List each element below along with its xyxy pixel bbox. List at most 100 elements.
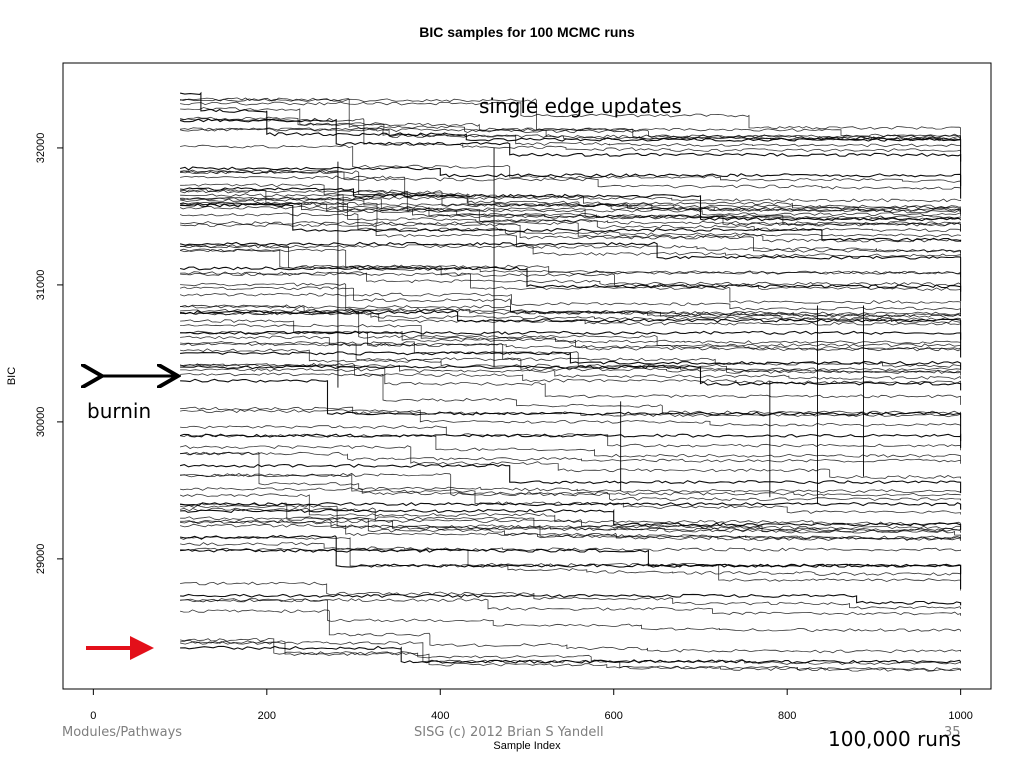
mcmc-run-trace [180, 170, 961, 190]
mcmc-run-trace [180, 202, 961, 222]
mcmc-run-trace [179, 170, 961, 209]
mcmc-run-trace [180, 116, 961, 139]
mcmc-run-trace [179, 433, 962, 448]
mcmc-run-trace [180, 98, 961, 140]
mcmc-run-trace [180, 451, 961, 464]
mcmc-run-trace [180, 372, 961, 415]
y-tick-label: 30000 [35, 407, 47, 438]
mcmc-run-trace [180, 640, 961, 671]
mcmc-run-trace [180, 144, 961, 183]
x-tick-label: 800 [778, 710, 796, 722]
annotation-runs: 100,000 runs [828, 727, 962, 751]
mcmc-run-trace [180, 516, 961, 530]
mcmc-run-trace [180, 175, 961, 215]
x-tick-label: 400 [431, 710, 449, 722]
mcmc-run-trace [180, 598, 961, 616]
y-axis-ticks: 29000 30000 31000 32000 [35, 133, 63, 575]
mcmc-run-trace [180, 282, 961, 318]
mcmc-run-trace [180, 351, 962, 370]
mcmc-run-trace [180, 128, 961, 142]
chart-title: BIC samples for 100 MCMC runs [419, 24, 635, 40]
mcmc-run-trace [180, 319, 961, 350]
y-tick-label: 29000 [35, 544, 47, 575]
mcmc-run-trace [179, 523, 961, 540]
mcmc-run-trace [179, 534, 962, 574]
mcmc-run-trace [180, 223, 961, 255]
series-layer [179, 91, 962, 672]
mcmc-run-trace [180, 445, 961, 479]
mcmc-run-trace [179, 205, 961, 231]
mcmc-run-trace [180, 547, 961, 591]
mcmc-run-trace [180, 308, 961, 350]
x-tick-label: 0 [90, 710, 96, 722]
mcmc-run-trace [180, 101, 961, 135]
mcmc-run-trace [180, 598, 961, 633]
footer-left-text: Modules/Pathways [62, 725, 183, 740]
mcmc-run-trace [180, 487, 961, 497]
mcmc-run-trace [180, 304, 961, 318]
annotation-burnin: burnin [87, 399, 151, 423]
x-tick-label: 1000 [948, 710, 972, 722]
mcmc-run-trace [180, 378, 962, 442]
mcmc-run-trace [180, 117, 961, 153]
mcmc-run-trace [179, 292, 961, 317]
mcmc-run-trace [180, 196, 961, 212]
mcmc-run-trace [180, 342, 961, 374]
mcmc-run-trace [179, 189, 961, 217]
mcmc-run-trace [180, 542, 961, 552]
mcmc-run-trace [180, 244, 961, 275]
mcmc-run-trace [179, 536, 961, 576]
mcmc-run-trace [180, 363, 961, 380]
mcmc-run-trace [179, 91, 962, 162]
mcmc-run-trace [179, 212, 961, 238]
mcmc-run-trace [180, 507, 961, 537]
mcmc-run-trace [179, 248, 961, 291]
footer-center-text: SISG (c) 2012 Brian S Yandell [414, 725, 604, 740]
mcmc-run-trace [180, 519, 961, 533]
mcmc-run-trace [180, 186, 961, 222]
mcmc-run-trace [180, 641, 961, 672]
mcmc-run-trace [179, 197, 961, 232]
mcmc-run-trace [179, 241, 962, 292]
mcmc-run-trace [180, 406, 961, 419]
mcmc-run-trace [180, 188, 961, 226]
mcmc-run-trace [180, 330, 962, 358]
mcmc-run-trace [180, 425, 961, 451]
mcmc-run-trace [179, 609, 961, 654]
mcmc-run-trace [180, 203, 962, 242]
x-axis-label: Sample Index [493, 740, 561, 752]
mcmc-run-trace [180, 348, 961, 372]
mcmc-run-trace [180, 335, 961, 352]
x-tick-label: 200 [258, 710, 276, 722]
mcmc-run-trace [179, 266, 962, 302]
mcmc-run-trace [179, 463, 962, 494]
mcmc-run-trace [180, 581, 961, 610]
plot-frame [62, 62, 992, 690]
mcmc-run-trace [180, 548, 962, 589]
mcmc-run-trace [180, 367, 961, 405]
mcmc-run-trace [180, 593, 962, 606]
x-axis-ticks: 0 200 400 600 800 1000 [90, 689, 973, 722]
mcmc-run-trace [180, 472, 961, 501]
mcmc-run-trace [180, 638, 961, 665]
mcmc-run-trace [180, 508, 962, 531]
mcmc-run-trace [179, 286, 961, 325]
y-axis-label: BIC [6, 367, 18, 385]
mcmc-run-trace [179, 310, 962, 340]
mcmc-run-trace [180, 271, 961, 286]
page-number: 35 [944, 725, 961, 740]
mcmc-run-trace [180, 272, 961, 313]
mcmc-run-trace [180, 323, 961, 345]
mcmc-run-trace [180, 502, 961, 541]
mcmc-run-trace [179, 201, 961, 219]
mcmc-run-trace [180, 433, 961, 461]
mcmc-run-trace [179, 311, 961, 322]
x-tick-label: 600 [605, 710, 623, 722]
mcmc-run-trace [179, 166, 962, 199]
mcmc-run-trace [180, 127, 961, 148]
annotation-single-edge-updates: single edge updates [479, 94, 682, 118]
mcmc-run-trace [180, 244, 961, 258]
y-tick-label: 32000 [35, 133, 47, 164]
